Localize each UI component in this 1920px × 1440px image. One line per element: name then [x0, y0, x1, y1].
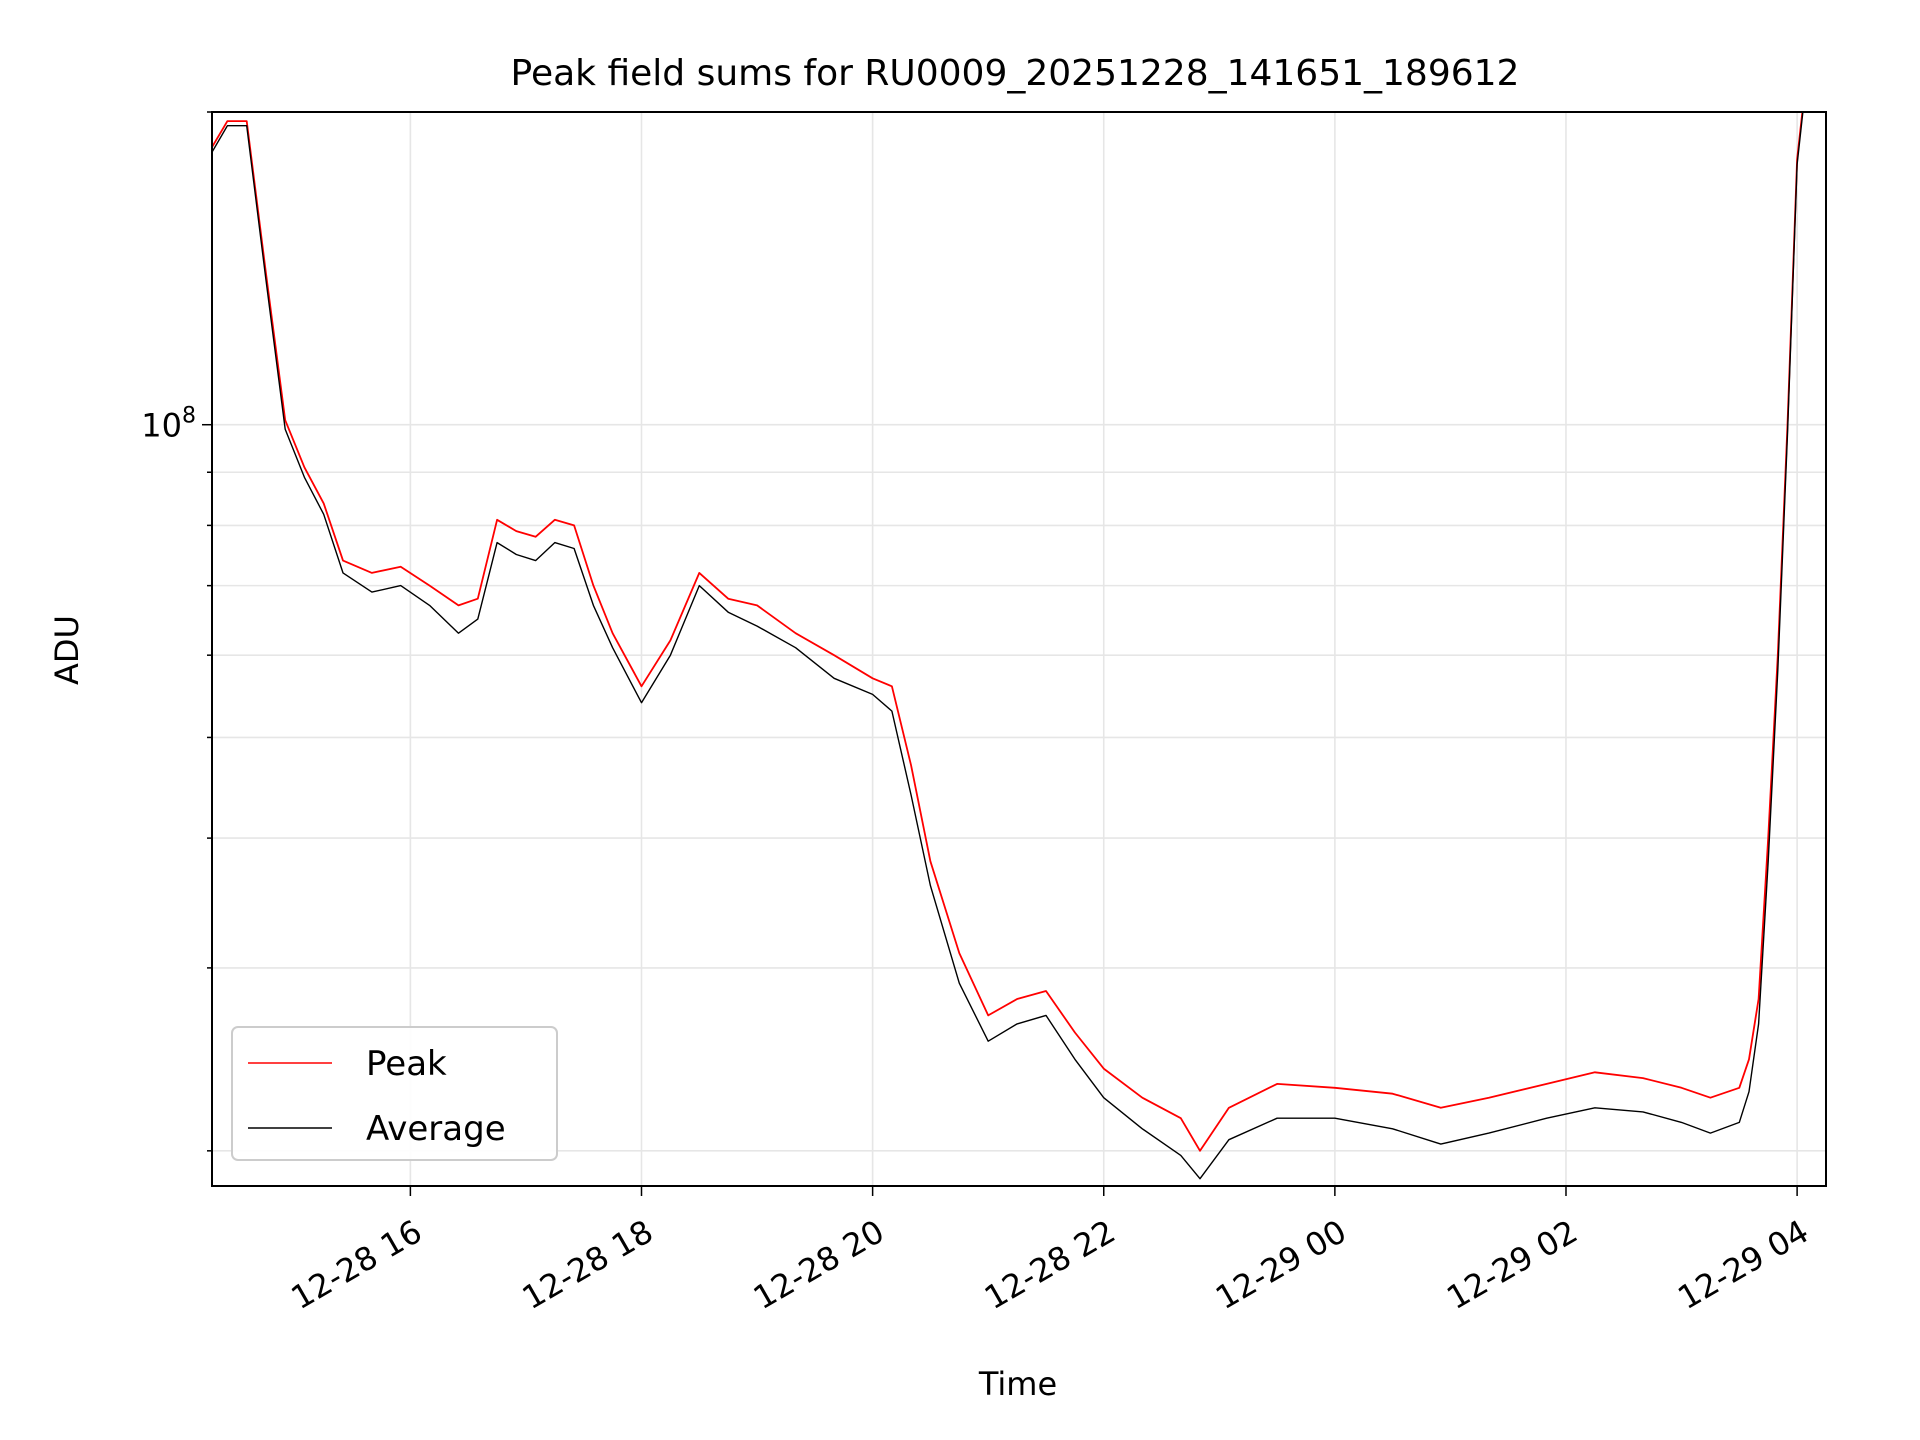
legend-box: [231, 1026, 558, 1161]
chart-title: Peak field sums for RU0009_20251228_1416…: [511, 53, 1520, 94]
plot-frame: [211, 111, 1827, 1187]
y-axis-label: ADU: [48, 615, 86, 685]
series-line-peak: [212, 112, 1804, 1152]
legend: Peak Average: [231, 1026, 558, 1161]
x-axis-label: Time: [978, 1365, 1057, 1403]
legend-average-label: Average: [366, 1109, 506, 1149]
series-layer: [212, 112, 1804, 1180]
series-line-average: [212, 112, 1804, 1180]
legend-peak-label: Peak: [366, 1044, 447, 1084]
